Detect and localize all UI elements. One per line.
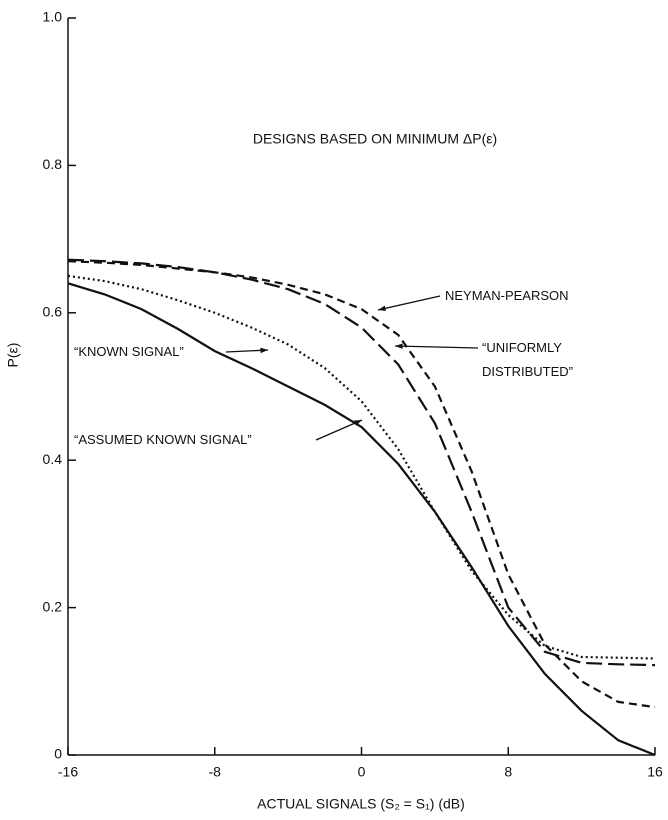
x-axis-label: ACTUAL SIGNALS (S₂ = S₁) (dB) xyxy=(257,796,465,812)
y-tick-label: 0.6 xyxy=(43,304,63,320)
series-label: NEYMAN-PEARSON xyxy=(445,288,569,303)
chart-title: DESIGNS BASED ON MINIMUM ΔP(ε) xyxy=(253,131,497,147)
y-tick-label: 1.0 xyxy=(43,9,63,25)
arrow-head xyxy=(260,347,268,354)
series-label: “KNOWN SIGNAL” xyxy=(74,344,184,359)
x-tick-label: 16 xyxy=(647,764,663,780)
x-tick-label: -16 xyxy=(58,764,78,780)
y-tick-label: 0 xyxy=(54,746,62,762)
series-label: “ASSUMED KNOWN SIGNAL” xyxy=(74,432,252,447)
annotation-arrow xyxy=(377,295,441,311)
y-tick-label: 0.2 xyxy=(43,598,63,614)
series-label: “UNIFORMLY DISTRIBUTED” xyxy=(482,340,573,379)
arrow-head xyxy=(354,420,362,426)
y-tick-label: 0.8 xyxy=(43,156,63,172)
arrow-head xyxy=(378,305,386,312)
annotation-arrow xyxy=(315,419,363,441)
series-line xyxy=(67,260,656,709)
y-axis-label: P(ε) xyxy=(5,343,21,368)
series-line xyxy=(67,282,656,757)
y-tick-label: 0.4 xyxy=(43,451,63,467)
x-tick-label: 8 xyxy=(504,764,512,780)
annotation-arrow xyxy=(394,345,479,349)
x-tick-label: -8 xyxy=(209,764,222,780)
series-line xyxy=(67,258,656,667)
series-line xyxy=(67,274,656,660)
x-tick-label: 0 xyxy=(358,764,366,780)
arrow-head xyxy=(395,343,403,349)
